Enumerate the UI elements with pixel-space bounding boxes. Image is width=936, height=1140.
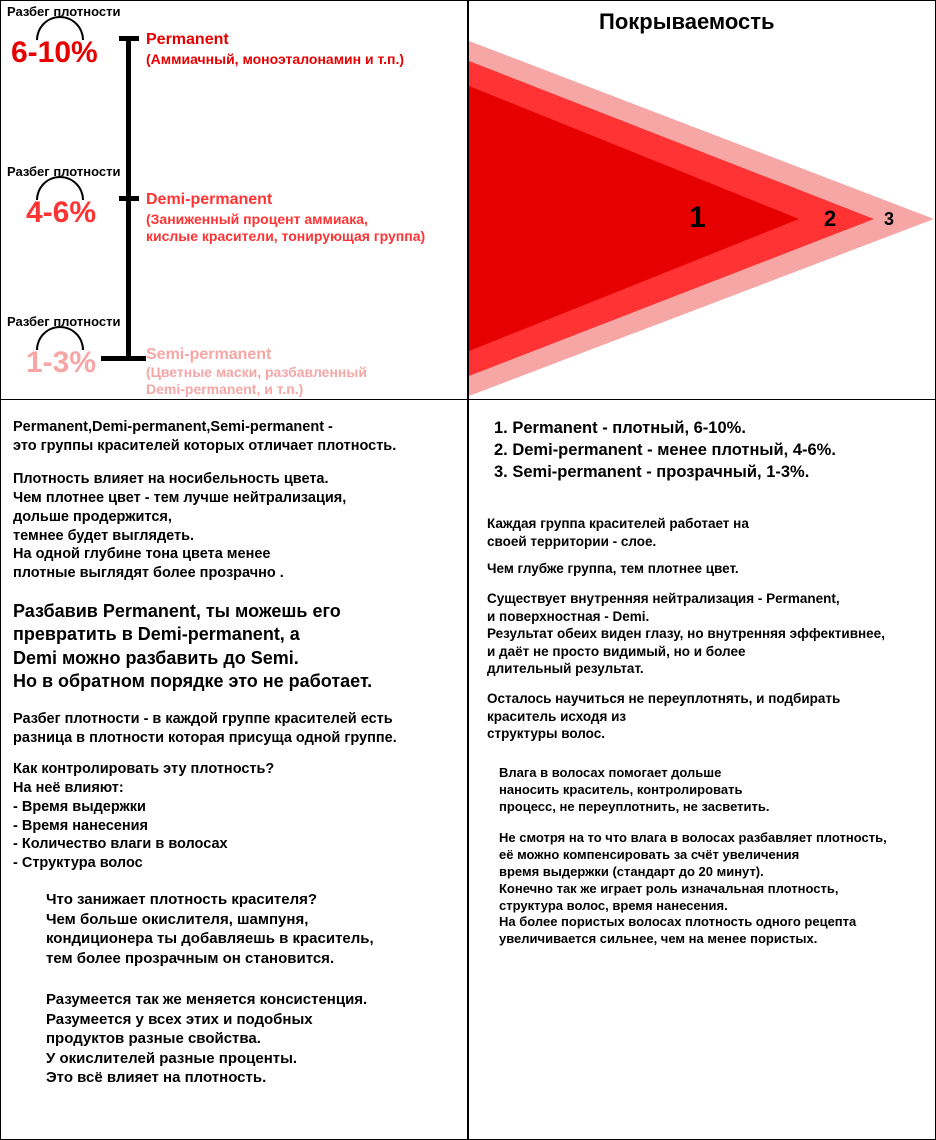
- bl-p4: Разбег плотности - в каждой группе краси…: [13, 710, 397, 748]
- coverage-panel: Покрываемость 123: [468, 0, 936, 400]
- scale-tick: [119, 36, 139, 41]
- explainer-right-panel: 1. Permanent - плотный, 6-10%. 2. Demi-p…: [468, 400, 936, 1140]
- coverage-layer-number: 3: [884, 209, 894, 230]
- density-scale-panel: Разбег плотности6-10%Permanent(Аммиачный…: [0, 0, 468, 400]
- scale-tick: [101, 356, 146, 361]
- bl-p6: Что занижает плотность красителя? Чем бо…: [46, 890, 374, 968]
- br-p4: Осталось научиться не переуплотнять, и п…: [487, 690, 840, 743]
- density-percent: 6-10%: [11, 36, 98, 70]
- br-p1: Каждая группа красителей работает на сво…: [487, 515, 749, 550]
- br-p2: Чем глубже группа, тем плотнее цвет.: [487, 560, 739, 578]
- tier-title: Semi-permanent: [146, 346, 271, 364]
- bl-p1: Permanent,Demi-permanent,Semi-permanent …: [13, 418, 396, 456]
- br-p6: Не смотря на то что влага в волосах разб…: [499, 830, 887, 948]
- coverage-layer-number: 1: [689, 201, 706, 235]
- coverage-layer-number: 2: [824, 206, 836, 232]
- bl-p3: Разбавив Permanent, ты можешь его превра…: [13, 600, 372, 694]
- bl-p7: Разумеется так же меняется консистенция.…: [46, 990, 367, 1088]
- density-percent: 1-3%: [26, 346, 96, 380]
- bl-p2: Плотность влияет на носибельность цвета.…: [13, 470, 346, 583]
- bl-p5: Как контролировать эту плотность? На неё…: [13, 760, 274, 873]
- tier-subtitle: (Аммиачный, моноэталонамин и т.п.): [146, 51, 404, 68]
- br-list1: 1. Permanent - плотный, 6-10%.: [494, 418, 746, 439]
- explainer-left-panel: Permanent,Demi-permanent,Semi-permanent …: [0, 400, 468, 1140]
- scale-tick: [119, 196, 139, 201]
- br-list2: 2. Demi-permanent - менее плотный, 4-6%.: [494, 440, 836, 461]
- density-percent: 4-6%: [26, 196, 96, 230]
- tier-subtitle: (Заниженный процент аммиака, кислые крас…: [146, 211, 425, 245]
- tier-subtitle: (Цветные маски, разбавленный Demi-perman…: [146, 364, 367, 398]
- br-p5: Влага в волосах помогает дольше наносить…: [499, 765, 769, 816]
- tier-title: Permanent: [146, 31, 229, 49]
- br-list3: 3. Semi-permanent - прозрачный, 1-3%.: [494, 462, 809, 483]
- tier-title: Demi-permanent: [146, 191, 272, 209]
- br-p3: Существует внутренняя нейтрализация - Pe…: [487, 590, 885, 678]
